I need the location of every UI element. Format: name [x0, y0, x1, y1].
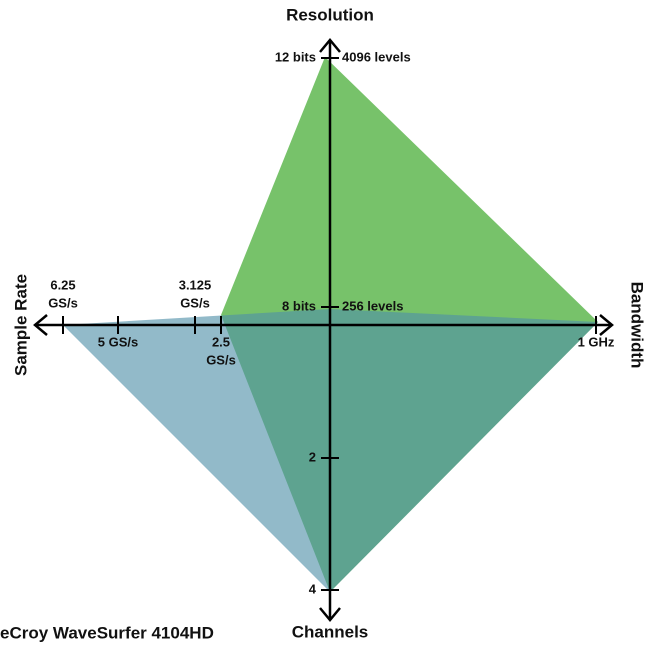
arrow-top: [319, 38, 341, 53]
tick-label: GS/s: [180, 295, 210, 310]
legend-label: eCroy WaveSurfer 4104HD: [0, 623, 214, 642]
tick-label: 4: [309, 581, 317, 596]
axis-label: Bandwidth: [628, 282, 647, 369]
tick-label: 3.125: [179, 277, 212, 292]
axis-label: Channels: [292, 622, 369, 641]
tick-label: GS/s: [206, 352, 236, 367]
axis-label: Resolution: [286, 5, 374, 24]
tick-label: 4096 levels: [342, 49, 411, 64]
tick-label: 1 GHz: [578, 334, 615, 349]
tick-label: 2: [309, 449, 316, 464]
arrow-right: [599, 314, 614, 336]
tick-label: 5 GS/s: [98, 334, 138, 349]
tick-label: 8 bits: [282, 298, 316, 313]
arrow-bottom: [319, 607, 341, 622]
tick-label: 256 levels: [342, 298, 403, 313]
tick-label: 6.25: [50, 277, 75, 292]
axis-label: Sample Rate: [11, 274, 30, 376]
tick-label: 12 bits: [275, 49, 316, 64]
tick-label: 2.5: [212, 334, 230, 349]
tick-label: GS/s: [48, 295, 78, 310]
arrow-left: [33, 314, 48, 336]
